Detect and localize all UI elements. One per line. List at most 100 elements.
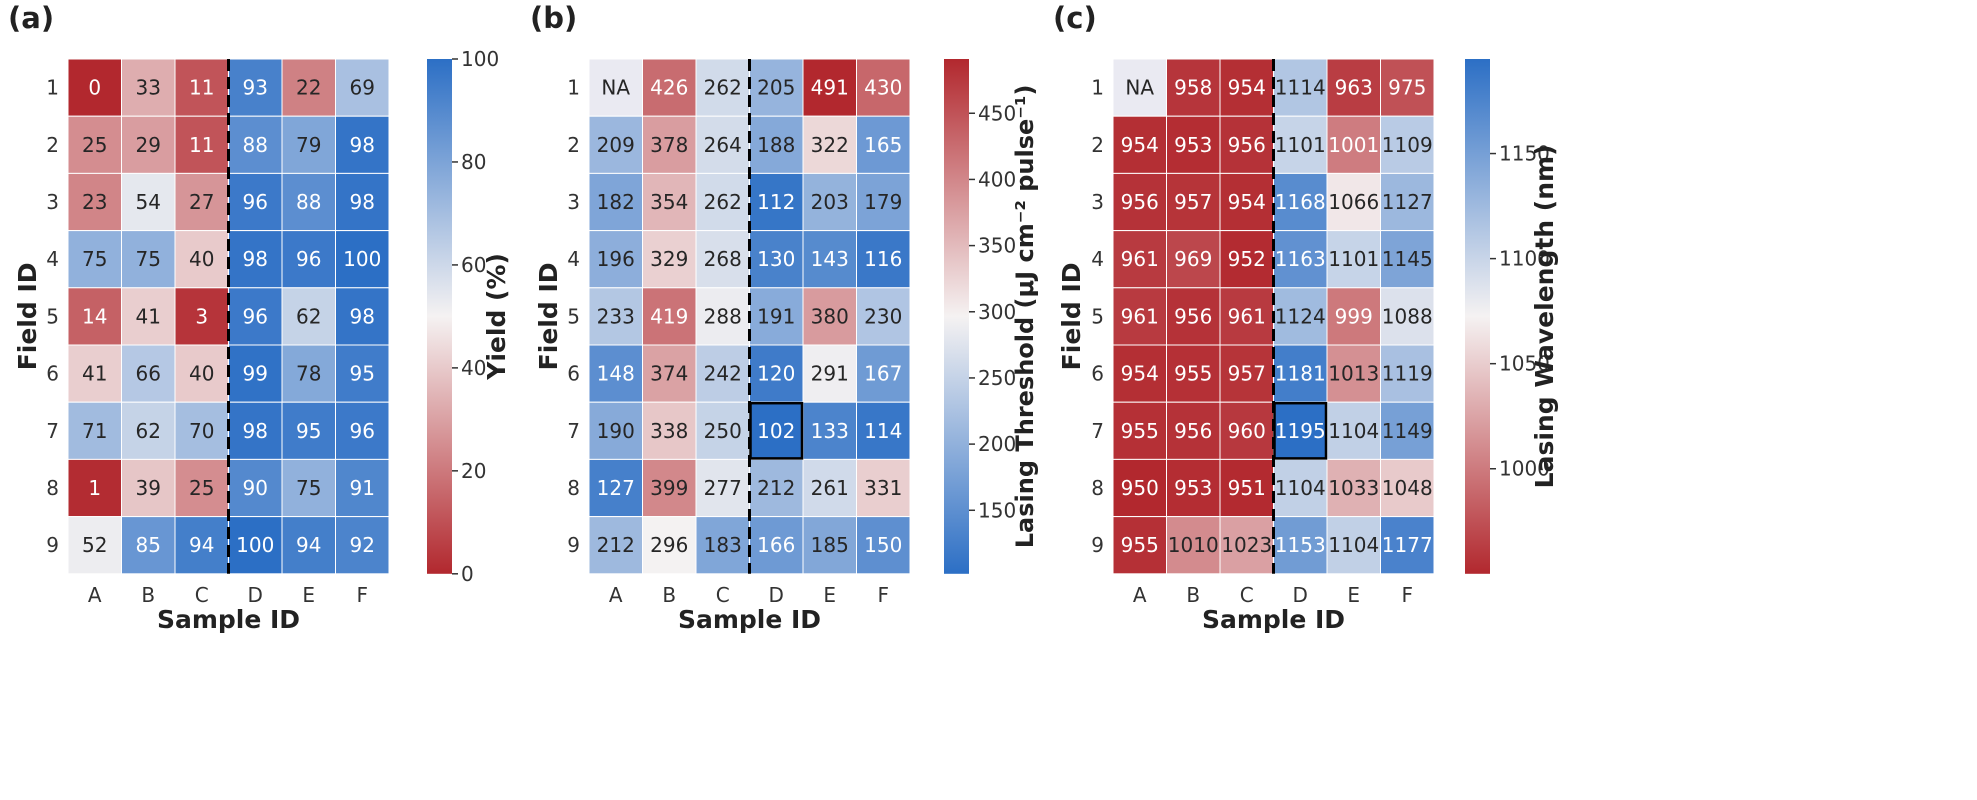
y-tick-label: 2 — [46, 133, 59, 157]
heatmap-cell — [121, 58, 176, 117]
heatmap-cell — [1219, 344, 1274, 403]
heatmap-cell — [695, 401, 750, 460]
cell-value-label: 956 — [1121, 190, 1159, 214]
cell-value-label: 205 — [757, 76, 795, 100]
colorbar-tick-label: 200 — [978, 432, 1016, 456]
y-tick-label: 7 — [46, 419, 59, 443]
heatmap-cell — [1166, 401, 1221, 460]
cell-value-label: 960 — [1228, 419, 1266, 443]
cell-value-label: 79 — [296, 133, 321, 157]
cell-value-label: 41 — [82, 362, 107, 386]
heatmap-cell — [1112, 344, 1167, 403]
cell-value-label: 954 — [1121, 362, 1159, 386]
cell-value-label: 951 — [1228, 476, 1266, 500]
cell-value-label: 1177 — [1382, 533, 1433, 557]
heatmap-cell — [335, 172, 390, 232]
cell-value-label: 27 — [189, 190, 214, 214]
cell-value-label: 196 — [597, 247, 635, 271]
heatmap-cell — [1326, 115, 1381, 174]
heatmap-cell — [856, 401, 911, 460]
panel-title: (b) — [530, 1, 577, 35]
cell-value-label: 1149 — [1382, 419, 1433, 443]
x-axis-title: Sample ID — [1202, 605, 1345, 634]
cell-value-label: 90 — [243, 476, 268, 500]
cell-value-label: 374 — [650, 362, 688, 386]
heatmap-cell — [695, 458, 750, 518]
heatmap-cell — [281, 172, 336, 232]
cell-value-label: 40 — [189, 362, 214, 386]
heatmap-cell — [802, 401, 857, 460]
heatmap-cell — [1326, 287, 1381, 346]
cell-value-label: 1048 — [1382, 476, 1433, 500]
heatmap-cell — [121, 516, 176, 575]
colorbar-title: Yield (%) — [482, 253, 511, 381]
cell-value-label: 956 — [1174, 419, 1212, 443]
cell-value-label: 100 — [236, 533, 274, 557]
y-axis-title: Field ID — [13, 262, 42, 370]
colorbar-tick-label: 400 — [978, 167, 1016, 191]
heatmap-cell — [695, 287, 750, 346]
heatmap-cell — [67, 58, 122, 117]
heatmap-cell — [1273, 115, 1328, 174]
x-tick-label: F — [1401, 583, 1413, 607]
x-tick-label: E — [823, 583, 836, 607]
heatmap-cell — [228, 230, 283, 289]
colorbar-title: Lasing Wavelength (nm) — [1530, 144, 1559, 488]
cell-value-label: 1119 — [1382, 362, 1433, 386]
cell-value-label: 23 — [82, 190, 107, 214]
heatmap-cell — [856, 287, 911, 346]
y-tick-label: 9 — [567, 533, 580, 557]
cell-value-label: 491 — [811, 76, 849, 100]
heatmap-cell — [228, 172, 283, 232]
heatmap-cell — [174, 287, 229, 346]
heatmap-cell — [335, 230, 390, 289]
heatmap-cell — [335, 516, 390, 575]
cell-value-label: 1 — [88, 476, 101, 500]
heatmap-cell — [1219, 516, 1274, 575]
cell-value-label: 78 — [296, 362, 321, 386]
cell-value-label: 183 — [704, 533, 742, 557]
cell-value-label: 98 — [350, 304, 375, 328]
y-tick-label: 8 — [567, 476, 580, 500]
heatmap-cell — [1326, 172, 1381, 232]
cell-value-label: 277 — [704, 476, 742, 500]
colorbar-tick-label: 150 — [978, 498, 1016, 522]
cell-value-label: 1104 — [1275, 476, 1326, 500]
cell-value-label: 268 — [704, 247, 742, 271]
cell-value-label: 242 — [704, 362, 742, 386]
heatmap-cell — [856, 516, 911, 575]
cell-value-label: 99 — [243, 362, 268, 386]
heatmap-cell — [1219, 58, 1274, 117]
cell-value-label: 102 — [757, 419, 795, 443]
heatmap-cell — [1273, 230, 1328, 289]
heatmap-cell — [67, 401, 122, 460]
cell-value-label: 378 — [650, 133, 688, 157]
heatmap-cell — [856, 458, 911, 518]
y-tick-label: 4 — [46, 247, 59, 271]
cell-value-label: 1104 — [1328, 533, 1379, 557]
heatmap-cell — [121, 172, 176, 232]
cell-value-label: 182 — [597, 190, 635, 214]
heatmap-cell — [1380, 230, 1435, 289]
heatmap-cell — [228, 115, 283, 174]
heatmap-cell — [335, 58, 390, 117]
cell-value-label: 100 — [343, 247, 381, 271]
heatmap-cell — [67, 230, 122, 289]
y-tick-label: 1 — [567, 76, 580, 100]
cell-value-label: 262 — [704, 76, 742, 100]
cell-value-label: 1124 — [1275, 304, 1326, 328]
y-tick-label: 5 — [567, 304, 580, 328]
cell-value-label: 94 — [296, 533, 321, 557]
cell-value-label: 999 — [1335, 304, 1373, 328]
heatmap-cell — [749, 172, 804, 232]
heatmap-cell — [588, 287, 643, 346]
heatmap-cell — [1112, 172, 1167, 232]
cell-value-label: 250 — [704, 419, 742, 443]
y-tick-label: 9 — [1091, 533, 1104, 557]
colorbar-tick-label: 100 — [461, 47, 499, 71]
heatmap-cell — [174, 516, 229, 575]
x-tick-label: E — [1347, 583, 1360, 607]
heatmap-cell — [1112, 115, 1167, 174]
cell-value-label: 54 — [136, 190, 161, 214]
